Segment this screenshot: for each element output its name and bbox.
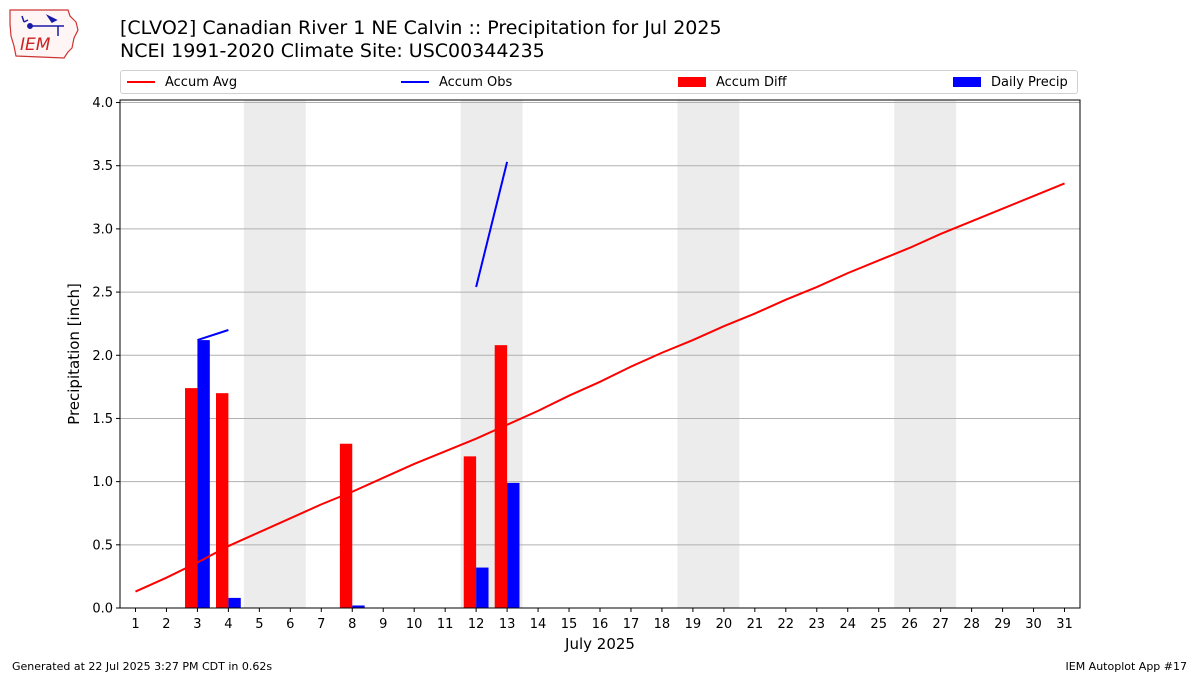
gridlines xyxy=(120,102,1080,546)
y-tick-label: 3.0 xyxy=(92,222,113,237)
lines xyxy=(135,161,1065,593)
chart-subtitle: NCEI 1991-2020 Climate Site: USC00344235 xyxy=(120,40,545,62)
legend-swatch xyxy=(678,77,706,87)
daily-precip-bar xyxy=(228,597,241,608)
weekend-shade xyxy=(243,100,306,608)
accum-avg-line xyxy=(135,182,1065,593)
accum-diff-bar xyxy=(463,456,477,608)
x-tick-label: 2 xyxy=(162,617,170,632)
x-tick-label: 9 xyxy=(379,617,387,632)
y-tick-label: 2.0 xyxy=(92,349,113,364)
y-tick-label: 1.0 xyxy=(92,475,113,490)
x-tick-label: 1 xyxy=(131,617,139,632)
weekend-shade xyxy=(677,100,740,608)
legend-item-accum-diff: Accum Diff xyxy=(678,71,787,93)
y-tick-label: 0.5 xyxy=(92,538,113,553)
legend-label: Accum Avg xyxy=(165,74,238,90)
x-tick-label: 16 xyxy=(592,617,609,632)
x-tick-label: 31 xyxy=(1056,617,1073,632)
x-tick-label: 8 xyxy=(348,617,356,632)
x-tick-label: 15 xyxy=(561,617,578,632)
x-tick-label: 20 xyxy=(716,617,733,632)
x-tick-label: 4 xyxy=(224,617,232,632)
y-axis-label: Precipitation [inch] xyxy=(65,283,83,425)
bars xyxy=(185,340,520,608)
accum-diff-bar xyxy=(494,345,508,608)
weekend-shading xyxy=(243,100,957,608)
y-axis: 0.0 0.5 1.0 1.5 2.0 2.5 3.0 3.5 4.0 xyxy=(92,96,120,617)
x-tick-label: 10 xyxy=(406,617,423,632)
x-tick-label: 5 xyxy=(255,617,263,632)
x-tick-label: 26 xyxy=(901,617,918,632)
x-tick-label: 21 xyxy=(747,617,764,632)
legend-label: Daily Precip xyxy=(991,74,1068,90)
legend-swatch xyxy=(953,77,981,87)
x-tick-label: 23 xyxy=(809,617,826,632)
legend-swatch xyxy=(127,81,155,83)
x-tick-label: 27 xyxy=(932,617,949,632)
chart-title: [CLVO2] Canadian River 1 NE Calvin :: Pr… xyxy=(120,17,722,39)
footer-generated: Generated at 22 Jul 2025 3:27 PM CDT in … xyxy=(12,660,273,673)
legend: Accum Avg Accum Obs Accum Diff Daily Pre… xyxy=(120,70,1078,94)
x-tick-label: 29 xyxy=(994,617,1011,632)
legend-label: Accum Diff xyxy=(716,74,787,90)
accum-obs-line xyxy=(197,329,229,342)
x-tick-label: 25 xyxy=(870,617,887,632)
legend-swatch xyxy=(401,81,429,83)
accum-diff-bar xyxy=(216,393,229,608)
x-tick-label: 24 xyxy=(839,617,856,632)
y-tick-label: 1.5 xyxy=(92,412,113,427)
y-tick-label: 0.0 xyxy=(92,602,113,617)
x-axis-label: July 2025 xyxy=(564,635,635,653)
x-tick-label: 22 xyxy=(778,617,795,632)
x-tick-label: 6 xyxy=(286,617,294,632)
x-tick-label: 12 xyxy=(468,617,485,632)
y-tick-label: 3.5 xyxy=(92,159,113,174)
iowa-outline xyxy=(9,9,79,59)
x-tick-label: 30 xyxy=(1025,617,1042,632)
footer-app: IEM Autoplot App #17 xyxy=(1065,660,1188,673)
weekend-shade xyxy=(894,100,957,608)
daily-precip-bar xyxy=(476,567,489,608)
x-tick-label: 17 xyxy=(623,617,640,632)
daily-precip-bar xyxy=(507,482,520,608)
x-tick-label: 11 xyxy=(437,617,454,632)
x-tick-label: 19 xyxy=(685,617,702,632)
x-tick-label: 3 xyxy=(193,617,201,632)
x-tick-label: 7 xyxy=(317,617,325,632)
daily-precip-bar xyxy=(352,605,365,608)
x-tick-label: 14 xyxy=(530,617,547,632)
x-tick-label: 28 xyxy=(963,617,980,632)
logo-text: IEM xyxy=(20,35,51,55)
y-tick-label: 2.5 xyxy=(92,286,113,301)
y-tick-label: 4.0 xyxy=(92,96,113,111)
x-tick-label: 13 xyxy=(499,617,516,632)
accum-obs-line xyxy=(475,161,509,288)
legend-item-accum-obs: Accum Obs xyxy=(401,71,512,93)
legend-label: Accum Obs xyxy=(439,74,513,90)
accum-diff-bar xyxy=(185,388,198,608)
daily-precip-bar xyxy=(197,340,210,608)
legend-item-accum-avg: Accum Avg xyxy=(127,71,237,93)
x-axis: 1 2 3 4 5 6 7 8 9 10 11 12 13 14 15 16 17 18 19 20 21 22 23 24 2… xyxy=(131,608,1073,632)
iem-logo: IEM xyxy=(9,9,79,59)
accum-diff-bar xyxy=(339,443,353,608)
weather-instrument-icon xyxy=(21,14,64,36)
legend-item-daily-precip: Daily Precip xyxy=(953,71,1068,93)
x-tick-label: 18 xyxy=(654,617,671,632)
